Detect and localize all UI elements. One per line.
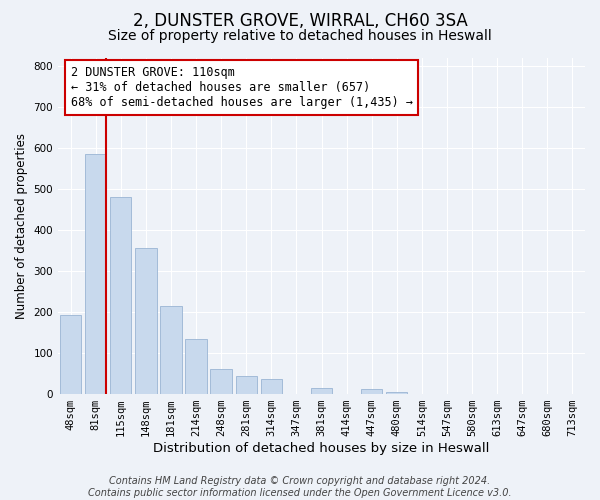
Bar	[60, 315, 81, 394]
X-axis label: Distribution of detached houses by size in Heswall: Distribution of detached houses by size …	[154, 442, 490, 455]
Bar	[185, 340, 207, 394]
Bar	[135, 248, 157, 394]
Text: 2, DUNSTER GROVE, WIRRAL, CH60 3SA: 2, DUNSTER GROVE, WIRRAL, CH60 3SA	[133, 12, 467, 30]
Text: 2 DUNSTER GROVE: 110sqm
← 31% of detached houses are smaller (657)
68% of semi-d: 2 DUNSTER GROVE: 110sqm ← 31% of detache…	[71, 66, 413, 108]
Text: Contains HM Land Registry data © Crown copyright and database right 2024.
Contai: Contains HM Land Registry data © Crown c…	[88, 476, 512, 498]
Bar	[211, 370, 232, 394]
Bar	[85, 154, 106, 394]
Bar	[110, 197, 131, 394]
Bar	[260, 379, 282, 394]
Text: Size of property relative to detached houses in Heswall: Size of property relative to detached ho…	[108, 29, 492, 43]
Bar	[311, 388, 332, 394]
Bar	[361, 389, 382, 394]
Bar	[160, 306, 182, 394]
Bar	[386, 392, 407, 394]
Y-axis label: Number of detached properties: Number of detached properties	[15, 133, 28, 319]
Bar	[236, 376, 257, 394]
